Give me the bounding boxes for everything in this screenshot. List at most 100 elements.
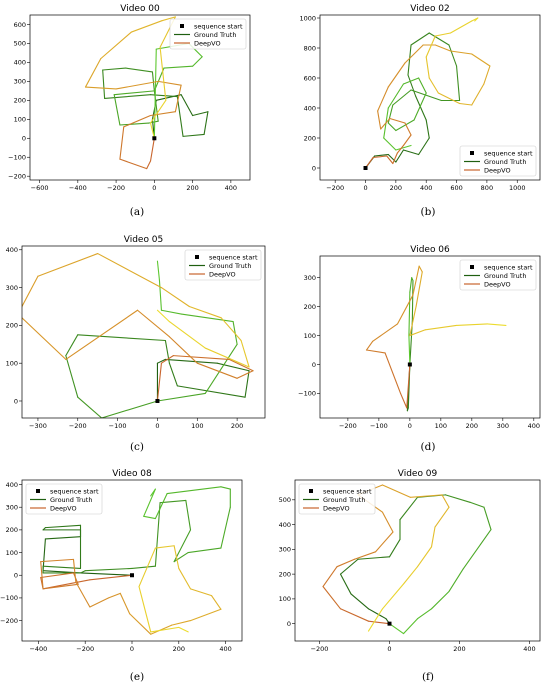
y-tick-label: −200	[0, 617, 18, 625]
ground-truth-segment	[416, 608, 433, 620]
ground-truth-segment	[418, 77, 427, 94]
ground-truth-segment	[350, 593, 370, 610]
ground-truth-segment	[402, 149, 420, 156]
ground-truth-segment	[383, 137, 397, 151]
ground-truth-segment	[79, 570, 86, 574]
x-tick-label: 100	[191, 422, 203, 430]
x-tick-label: −600	[31, 184, 49, 192]
deepvo-segment	[188, 305, 222, 319]
y-tick-label: −100	[8, 154, 26, 162]
deepvo-segment	[136, 309, 170, 338]
deepvo-segment	[406, 363, 411, 409]
y-tick-label: 0	[287, 620, 291, 628]
y-tick-label: 300	[14, 78, 26, 86]
y-tick-label: 1000	[299, 14, 316, 22]
deepvo-segment	[367, 608, 384, 632]
ground-truth-segment	[418, 137, 430, 156]
ground-truth-segment	[388, 538, 401, 558]
legend-label: DeepVO	[50, 504, 77, 512]
panel-3: Video 06 −200 −100 0 100 200 300 400 −100 0 100 200…	[298, 245, 541, 453]
y-tick-label: 0	[22, 135, 26, 143]
deepvo-segment	[40, 561, 44, 590]
deepvo-segment	[161, 16, 176, 22]
ground-truth-segment	[192, 111, 209, 117]
ground-truth-segment	[150, 488, 156, 497]
x-tick-label: 0	[363, 184, 367, 192]
ground-truth-segment	[163, 65, 194, 69]
deepvo-segment	[138, 547, 156, 588]
ground-truth-segment	[65, 334, 79, 357]
ground-truth-segment	[387, 122, 397, 132]
y-tick-label: 0	[14, 397, 18, 405]
y-tick-label: 300	[304, 274, 316, 282]
deepvo-segment	[367, 620, 391, 625]
y-tick-label: 100	[14, 116, 26, 124]
deepvo-segment	[365, 340, 374, 351]
panel-caption: (c)	[130, 441, 144, 453]
ground-truth-segment	[102, 67, 127, 71]
y-tick-label: −100	[298, 390, 316, 398]
ground-truth-segment	[180, 94, 194, 117]
panel-5: Video 09 −200 0 200 400 0 100 200 300 400 500 seque…	[279, 469, 541, 683]
deepvo-segment	[220, 317, 242, 342]
ground-truth-segment	[156, 392, 206, 402]
legend-label: Ground Truth	[484, 272, 526, 280]
legend-marker-icon	[36, 489, 40, 493]
ground-truth-segment	[367, 608, 387, 620]
ground-truth-segment	[428, 32, 450, 46]
deepvo-segment	[72, 558, 77, 583]
axes-frame	[319, 255, 541, 419]
legend-label: DeepVO	[323, 504, 350, 512]
y-tick-label: 200	[14, 97, 26, 105]
ground-truth-segment	[104, 94, 152, 99]
y-tick-label: 300	[279, 546, 291, 554]
y-tick-label: 0	[14, 572, 18, 580]
legend-label: DeepVO	[194, 39, 221, 47]
y-tick-label: 200	[279, 570, 291, 578]
deepvo-segment	[84, 58, 102, 88]
deepvo-segment	[154, 545, 175, 549]
ground-truth-segment	[176, 96, 184, 137]
ground-truth-segment	[164, 339, 170, 364]
y-tick-label: 400	[14, 59, 26, 67]
deepvo-segment	[89, 574, 133, 581]
y-tick-label: 300	[6, 504, 18, 512]
x-tick-label: 0	[387, 645, 391, 653]
deepvo-segment	[157, 80, 182, 86]
deepvo-segment	[377, 110, 382, 130]
panel-caption: (a)	[130, 206, 144, 218]
legend-label: Ground Truth	[50, 496, 92, 504]
deepvo-segment	[392, 152, 398, 165]
ground-truth-segment	[143, 488, 156, 517]
ground-truth-segment	[44, 524, 82, 529]
deepvo-segment	[322, 585, 342, 610]
deepvo-segment	[150, 626, 180, 633]
deepvo-segment	[353, 551, 377, 560]
deepvo-segment	[396, 144, 404, 154]
ground-truth-segment	[153, 48, 157, 139]
deepvo-segment	[386, 155, 394, 165]
deepvo-segment	[428, 77, 439, 94]
sequence-start-marker	[363, 166, 368, 170]
deepvo-segment	[75, 581, 91, 608]
ground-truth-segment	[155, 94, 182, 101]
x-tick-label: −100	[109, 422, 127, 430]
x-tick-label: 400	[528, 422, 540, 430]
deepvo-segment	[119, 592, 131, 615]
ground-truth-segment	[154, 493, 168, 520]
y-tick-label: 200	[304, 134, 316, 142]
y-tick-label: 0	[312, 164, 316, 172]
y-tick-label: 100	[279, 595, 291, 603]
ground-truth-segment	[406, 392, 409, 412]
deepvo-segment	[42, 583, 79, 590]
ground-truth-segment	[339, 558, 359, 575]
deepvo-segment	[381, 484, 412, 498]
deepvo-segment	[374, 531, 394, 553]
deepvo-segment	[425, 56, 430, 79]
ground-truth-segment	[395, 119, 415, 132]
x-tick-label: −400	[69, 184, 87, 192]
legend-label: sequence start	[323, 487, 372, 495]
deepvo-segment	[449, 20, 473, 34]
x-tick-label: 400	[420, 184, 432, 192]
y-tick-label: 200	[6, 526, 18, 534]
